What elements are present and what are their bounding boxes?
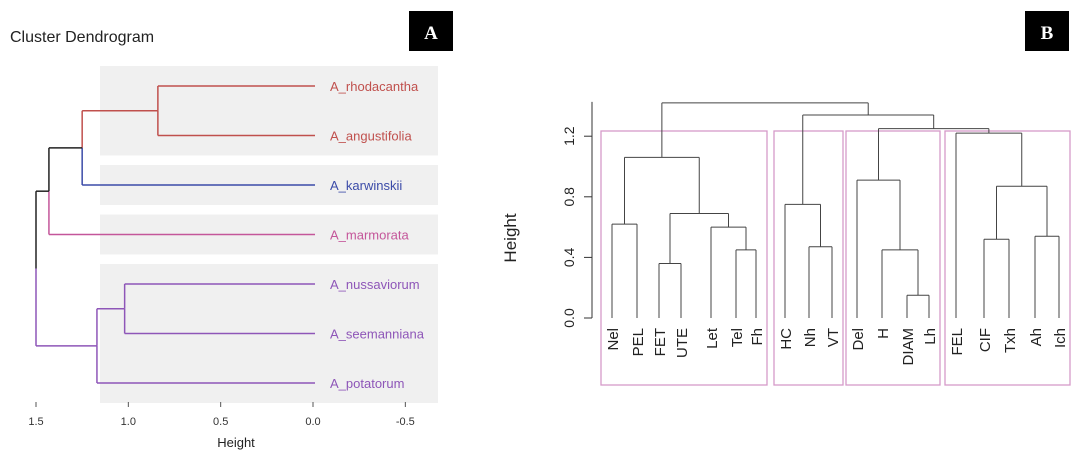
x-tick-label: 1.0: [121, 416, 136, 428]
leaf-label: Ah: [1028, 328, 1045, 346]
leaf-label: A_nussaviorum: [330, 277, 420, 292]
leaf-label: Fh: [749, 328, 766, 346]
leaf-label: UTE: [674, 328, 691, 358]
panel-b-y-axis: 0.0 0.4 0.8 1.2: [561, 101, 593, 328]
leaf-label: FET: [652, 328, 669, 356]
panel-b-leaf-labels: Nel PEL FET UTE Let Tel Fh HC Nh VT Del H DIAM Lh FEL C…: [605, 327, 1069, 365]
leaf-label: H: [875, 328, 892, 339]
leaf-label: Tel: [729, 328, 746, 347]
leaf-label: DIAM: [900, 328, 917, 366]
cluster-box: [600, 130, 768, 386]
leaf-label: VT: [825, 328, 842, 347]
leaf-label: A_seemanniana: [330, 327, 425, 342]
panel-a-badge-letter: A: [424, 23, 438, 44]
panel-b-badge: B: [1025, 11, 1069, 51]
leaf-label: Lh: [922, 328, 939, 345]
x-tick-label: 1.5: [28, 416, 43, 428]
leaf-label: Nh: [802, 328, 819, 347]
panel-a-x-axis: 1.5 1.0 0.5 0.0 -0.5: [28, 402, 415, 428]
x-tick-label: 0.0: [305, 416, 320, 428]
leaf-label: A_potatorum: [330, 376, 404, 391]
panel-a-x-axis-label: Height: [217, 435, 255, 450]
x-tick-label: -0.5: [396, 416, 415, 428]
panel-b-badge-letter: B: [1041, 23, 1054, 44]
y-tick-label: 0.0: [561, 308, 577, 328]
leaf-label: FEL: [949, 328, 966, 356]
leaf-label: A_angustifolia: [330, 129, 412, 144]
panel-a-dendrogram: A_rhodacantha A_angustifolia A_karwinskii A…: [10, 11, 453, 450]
x-tick-label: 0.5: [213, 416, 228, 428]
cluster-box: [845, 130, 941, 386]
panel-b-dendrogram: Nel PEL FET UTE Let Tel Fh HC Nh VT Del H DIAM Lh FEL C…: [501, 11, 1071, 386]
cluster-box: [944, 130, 1071, 386]
panel-a-badge-box: [409, 11, 453, 51]
y-tick-label: 0.4: [561, 247, 577, 267]
leaf-label: PEL: [630, 328, 647, 356]
leaf-label: Ich: [1052, 328, 1069, 348]
panel-b-badge-box: [1025, 11, 1069, 51]
panel-a-title: Cluster Dendrogram: [10, 29, 154, 46]
cluster-box: [773, 130, 844, 386]
leaf-label: A_marmorata: [330, 228, 410, 243]
leaf-label: Nel: [605, 328, 622, 351]
panel-a-links: [35, 85, 315, 384]
leaf-label: Del: [850, 328, 867, 351]
y-tick-label: 1.2: [561, 126, 577, 146]
leaf-label: A_rhodacantha: [330, 79, 419, 94]
leaf-label: HC: [778, 328, 795, 350]
leaf-label: CIF: [977, 328, 994, 352]
panel-b-links: [611, 102, 1060, 318]
panel-a-badge: A: [409, 11, 453, 51]
panel-a-leaf-labels: A_rhodacantha A_angustifolia A_karwinskii A…: [330, 79, 425, 391]
y-tick-label: 0.8: [561, 187, 577, 207]
leaf-label: Let: [704, 327, 721, 349]
leaf-label: A_karwinskii: [330, 178, 402, 193]
panel-b-y-axis-label: Height: [501, 213, 520, 262]
panel-b-cluster-boxes: [600, 130, 1071, 386]
leaf-label: Txh: [1002, 328, 1019, 353]
